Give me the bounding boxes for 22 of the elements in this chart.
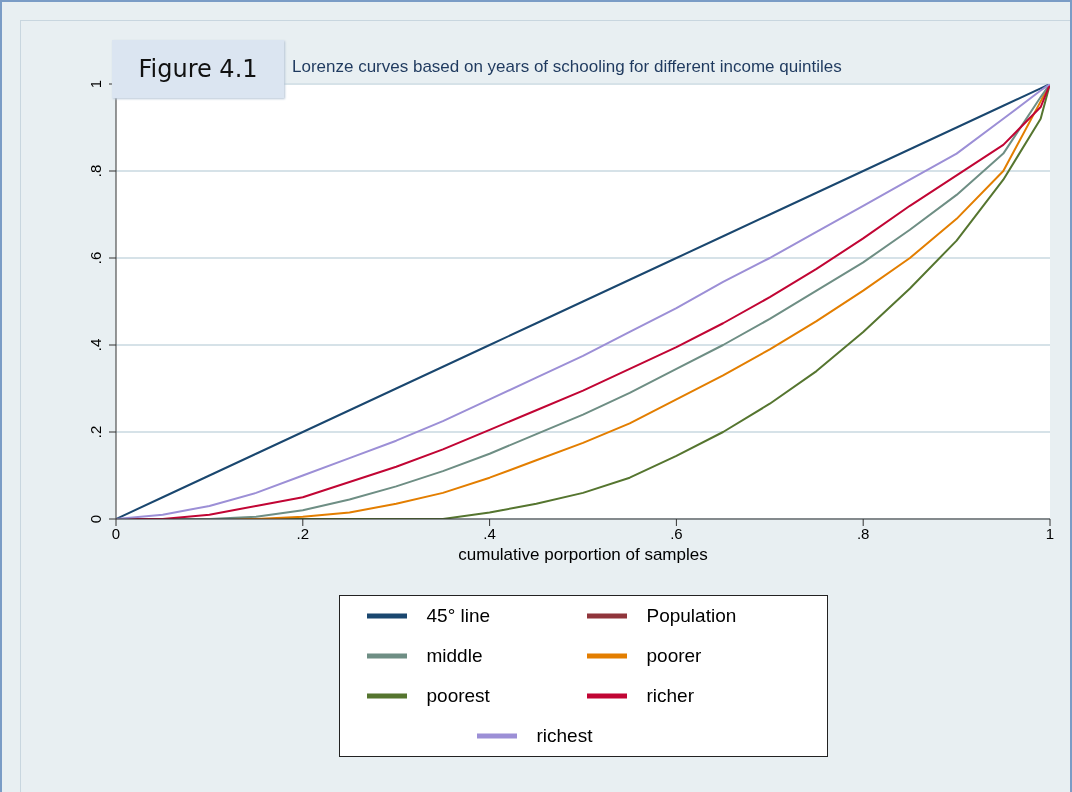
y-tick-label: .2 (87, 425, 104, 439)
legend-label: richest (536, 725, 594, 747)
y-tick-label: .4 (87, 338, 104, 352)
x-tick-label: .8 (856, 524, 870, 542)
y-tick-label: .8 (87, 164, 104, 178)
x-tick-label: 0 (111, 524, 121, 542)
y-tick-label: 1 (87, 79, 104, 89)
legend-label: middle (426, 645, 484, 667)
legend-label: poorest (426, 685, 491, 707)
legend-label: poorer (646, 645, 703, 667)
chart-title: Figure 4.1 (112, 40, 284, 98)
legend-label: 45° line (426, 605, 492, 627)
x-tick-label: .4 (483, 524, 496, 542)
x-axis-title: cumulative porportion of samples (458, 545, 708, 564)
x-tick-label: .6 (670, 524, 683, 542)
y-tick-label: .6 (87, 251, 104, 265)
x-tick-label: 1 (1045, 524, 1055, 542)
x-tick-label: .2 (296, 524, 310, 542)
chart-subtitle: Lorenze curves based on years of schooling for different income quintiles (292, 57, 842, 77)
legend-label: richer (646, 685, 695, 707)
legend-label: Population (646, 605, 738, 627)
y-tick-label: 0 (87, 514, 104, 524)
